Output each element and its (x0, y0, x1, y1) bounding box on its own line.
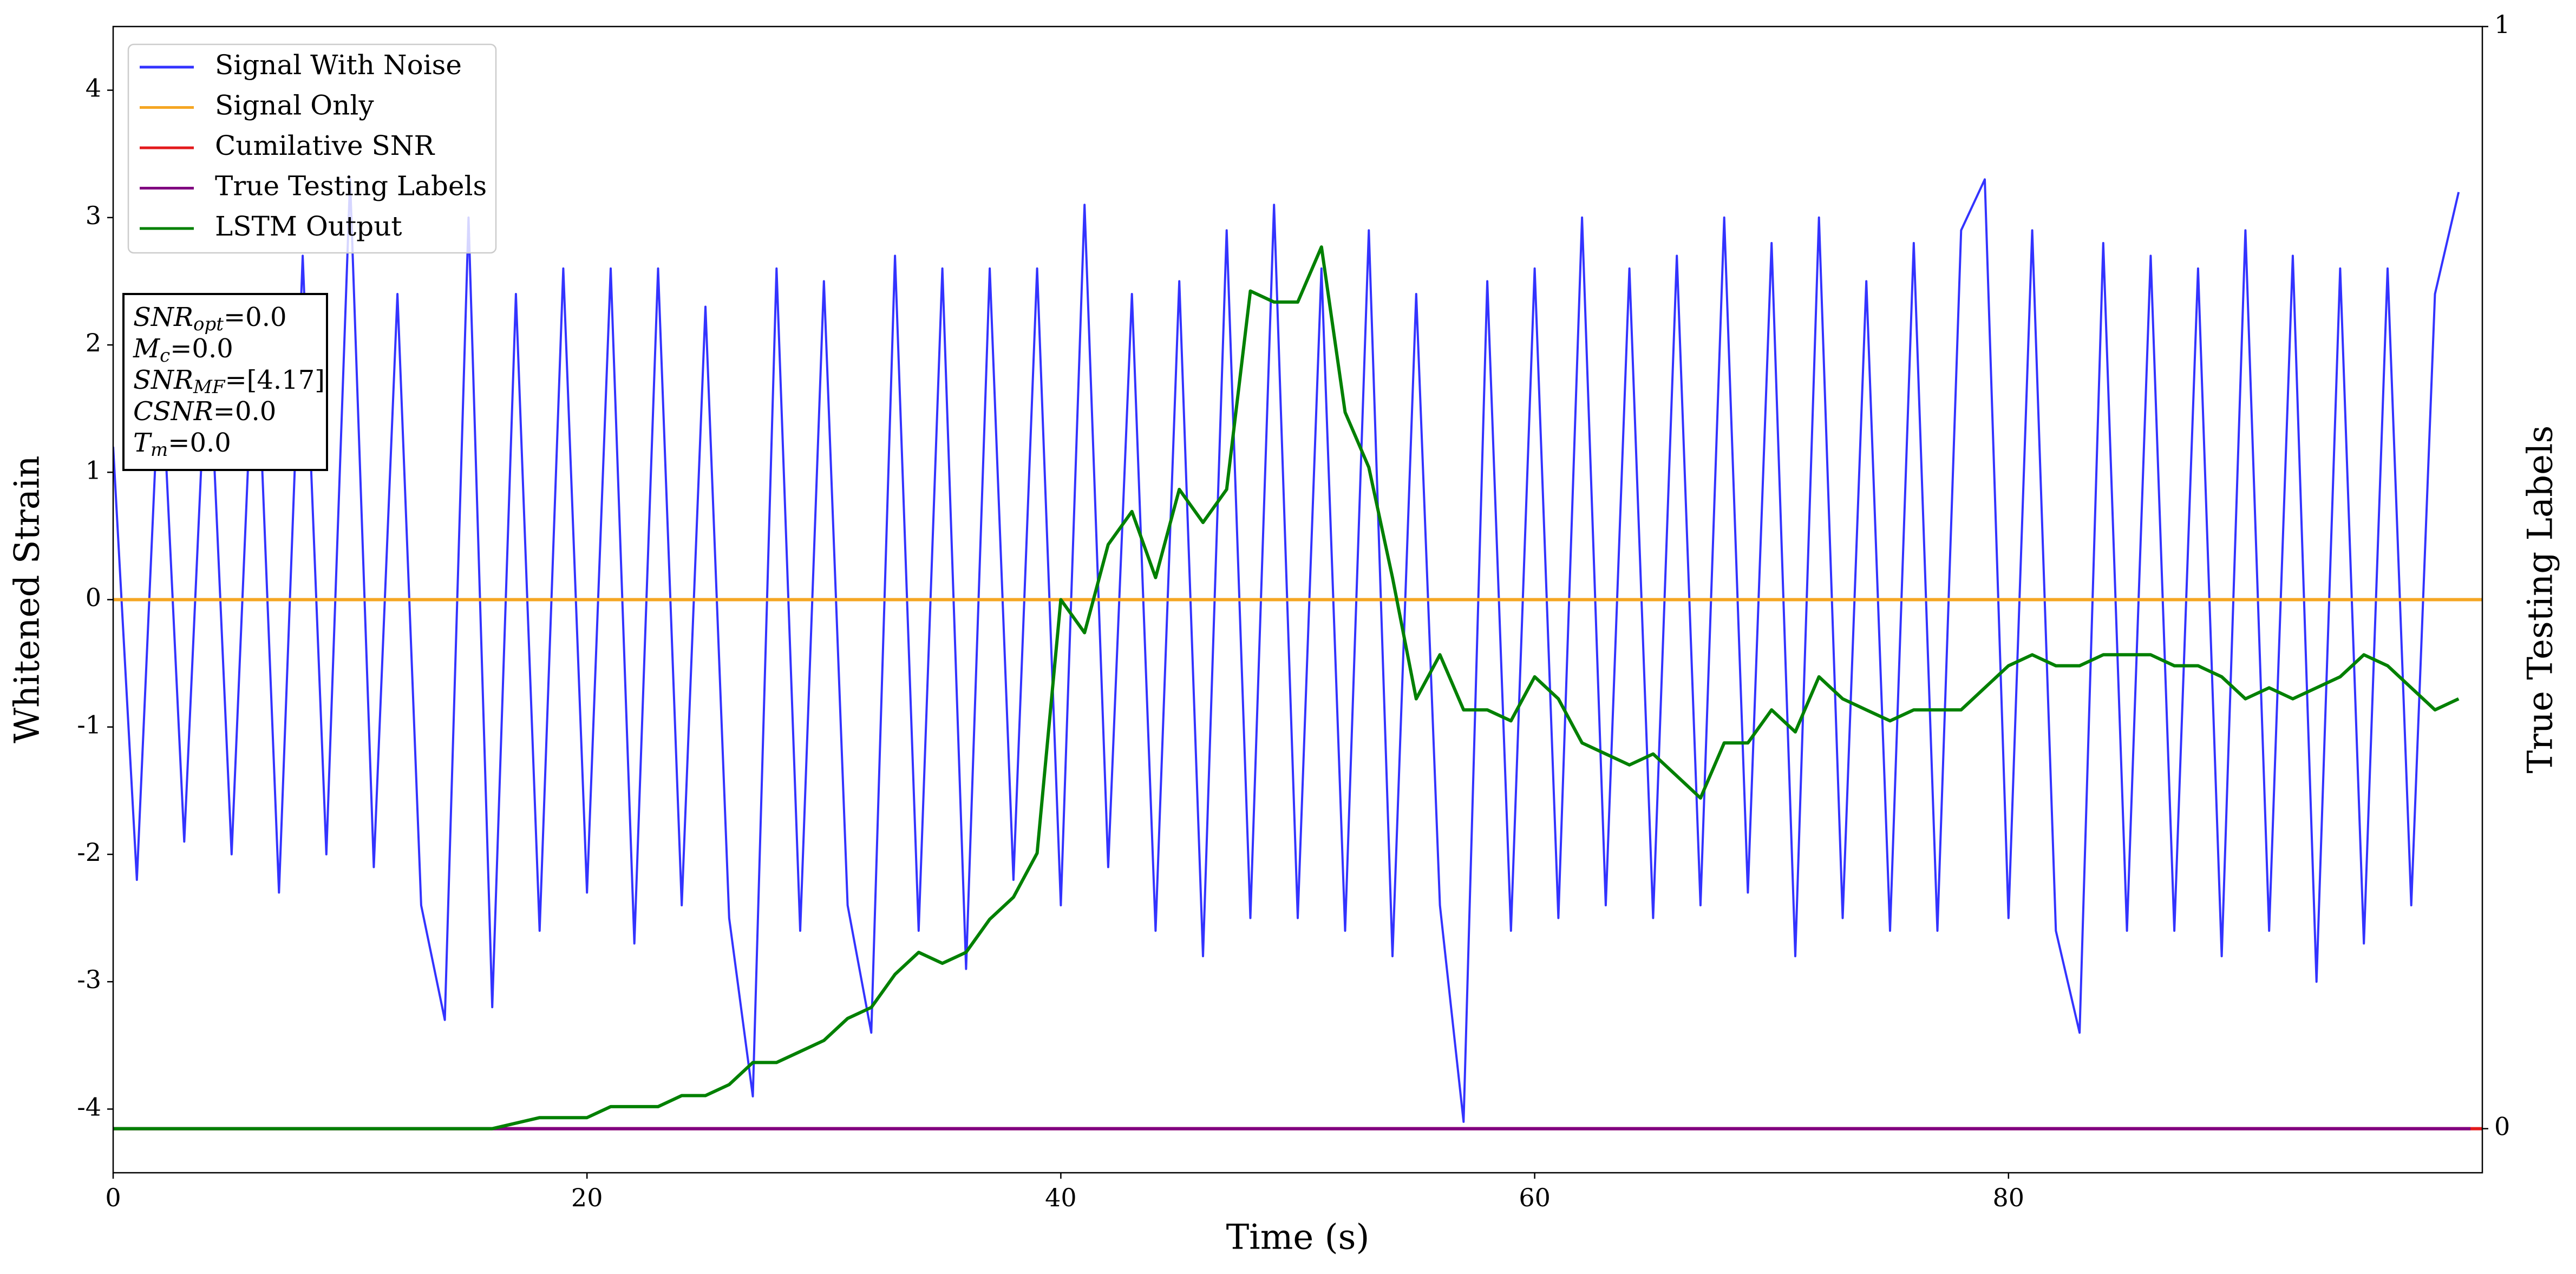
annotation-main: M (133, 334, 161, 364)
series-line (113, 245, 2460, 1131)
annotation-sub: opt (193, 313, 224, 335)
annotation-main: CSNR (133, 396, 213, 427)
x-tick-label: 80 (1993, 1183, 2025, 1212)
y2-tick-label: 1 (2494, 10, 2510, 39)
y-tick-label: -3 (77, 965, 101, 994)
annotation-line: SNRMF=[4.17] (133, 365, 325, 398)
plot-frame (112, 25, 2483, 1174)
y2-axis-label: True Testing Labels (2521, 426, 2561, 774)
x-axis-label: Time (s) (1226, 1218, 1370, 1258)
annotation-line: Tm=0.0 (133, 428, 231, 461)
annotation-main: SNR (133, 302, 193, 332)
y-tick-label: 2 (86, 328, 101, 357)
legend-box (127, 43, 497, 254)
x-tick-label: 0 (105, 1183, 121, 1212)
annotation-sub: m (151, 439, 168, 461)
annotation-line: Mc=0.0 (133, 334, 233, 367)
x-tick-label: 60 (1519, 1183, 1551, 1212)
legend-label: Signal Only (215, 90, 374, 121)
y-tick-label: -1 (77, 710, 101, 740)
annotation-rest: =0.0 (224, 302, 287, 332)
annotation-sub: c (160, 345, 170, 367)
annotation-rest: =0.0 (213, 396, 277, 427)
legend-label: LSTM Output (215, 211, 402, 242)
annotation-rest: =[4.17] (225, 365, 325, 395)
y-tick-label: -4 (77, 1092, 101, 1121)
annotation-main: SNR (133, 365, 193, 395)
annotation-rest: =0.0 (168, 428, 231, 458)
series-line (113, 178, 2460, 1123)
y-tick-label: 1 (86, 455, 101, 485)
annotation-sub: MF (193, 376, 226, 398)
x-tick-label: 20 (571, 1183, 603, 1212)
legend-label: Cumilative SNR (215, 130, 435, 161)
legend-label: True Testing Labels (215, 171, 487, 202)
annotation-line: SNRopt=0.0 (133, 302, 287, 336)
y-tick-label: -2 (77, 838, 101, 867)
y-tick-label: 3 (86, 201, 101, 230)
annotation-box (122, 293, 328, 471)
legend-label: Signal With Noise (215, 49, 462, 81)
y-axis-label: Whitened Strain (8, 455, 48, 743)
y-tick-label: 4 (86, 74, 101, 103)
annotation-rest: =0.0 (170, 334, 233, 364)
y2-tick-label: 0 (2494, 1112, 2510, 1141)
annotation-main: T (133, 428, 152, 458)
y-tick-label: 0 (86, 583, 101, 612)
annotation-line: CSNR=0.0 (133, 396, 276, 427)
x-tick-label: 40 (1045, 1183, 1077, 1212)
